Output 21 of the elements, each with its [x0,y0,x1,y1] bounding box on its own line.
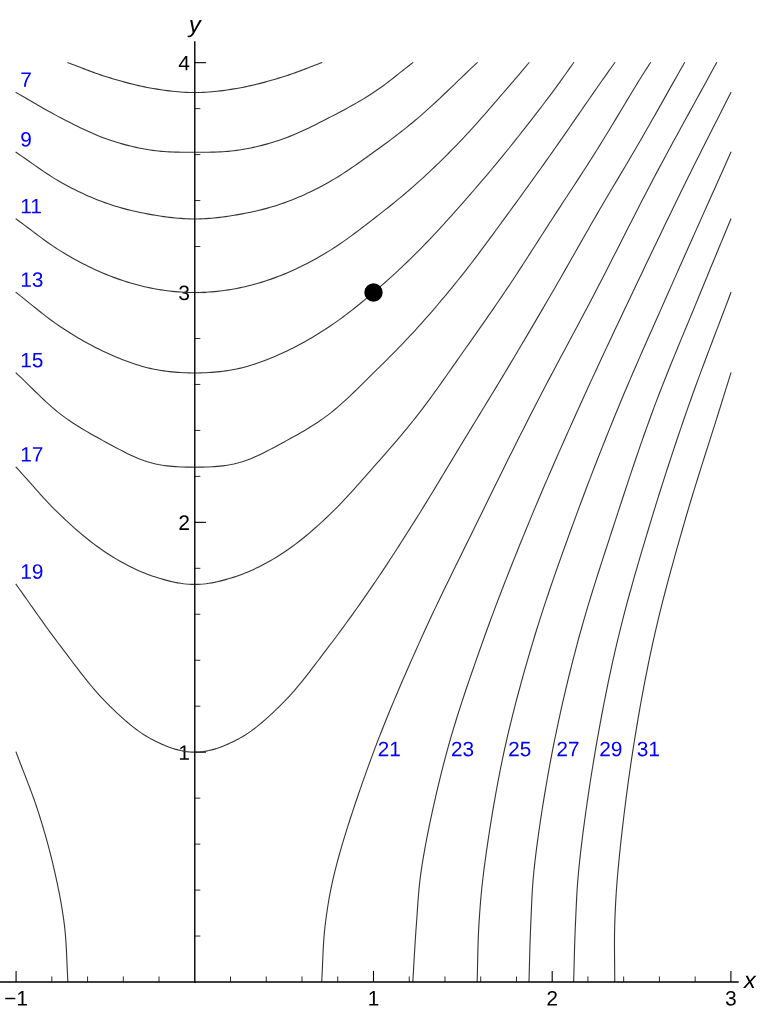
annotation: 31 [637,741,659,757]
annotation: 25 [509,741,531,757]
y-tick-label: 4 [178,55,190,71]
x-tick-label: 2 [547,990,557,1006]
x-tick-label: 3 [725,990,736,1006]
x-tick-label: 1 [369,991,379,1006]
annotation: 21 [378,741,400,757]
x-tick-label: −1 [5,991,27,1006]
annotation: 7 [21,72,31,87]
annotation: 9 [21,132,31,147]
annotation: 29 [600,741,622,757]
annotation: 15 [21,352,43,368]
y-axis-title: y [187,19,202,38]
annotation: 11 [21,198,41,214]
y-tick-label: 2 [179,515,189,530]
annotation: 23 [451,741,474,757]
annotation: 13 [21,272,43,287]
annotation: 19 [21,564,43,579]
annotation: 27 [557,741,579,757]
x-axis-title: x [743,975,757,989]
annotation: 17 [21,447,43,462]
